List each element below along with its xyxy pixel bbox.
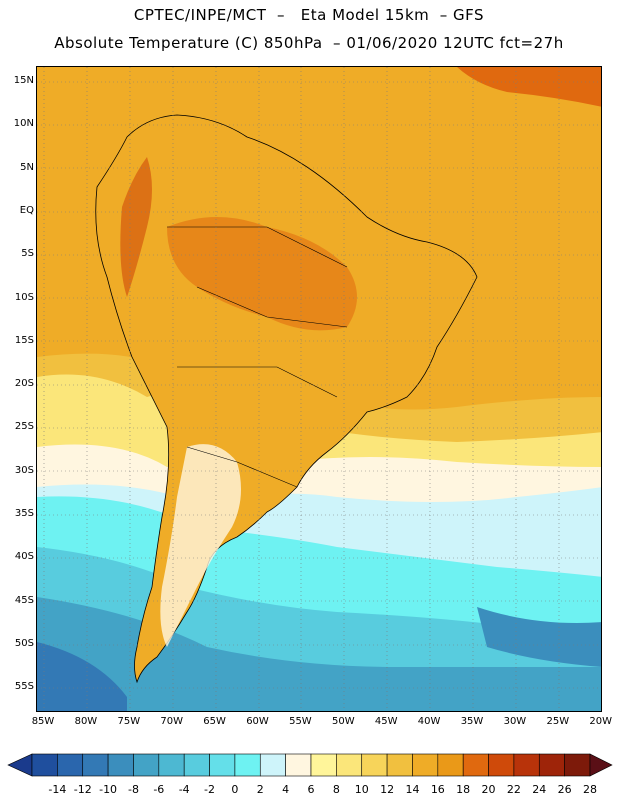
lat-tick-label: EQ — [19, 204, 34, 216]
lat-tick-label: 35S — [14, 508, 34, 519]
colorbar-tick-label: 24 — [532, 783, 547, 796]
lon-tick-label: 25W — [546, 716, 570, 727]
colorbar-tick-label: -12 — [73, 783, 92, 796]
lon-tick-label: 65W — [203, 716, 226, 727]
lon-tick-label: 55W — [289, 716, 312, 727]
patagonia-cool-region — [160, 444, 241, 647]
deep-blue-patch — [37, 642, 127, 711]
lat-tick-label: 45S — [14, 594, 34, 606]
colorbar-swatch — [386, 753, 413, 777]
colorbar-tick-label: 26 — [557, 783, 572, 796]
lon-tick-label: 50W — [331, 716, 355, 727]
lon-tick-label: 30W — [503, 716, 527, 727]
colorbar-swatch — [57, 753, 84, 777]
lon-tick-label: 80W — [74, 716, 98, 727]
temperature-map — [37, 67, 601, 711]
colorbar-swatch — [259, 753, 286, 777]
colorbar-swatch — [538, 753, 565, 777]
lat-tick-label: 20S — [14, 378, 34, 390]
colorbar-swatch — [183, 753, 210, 777]
lat-tick-label: 10S — [14, 291, 34, 303]
lon-tick-label: 20W — [589, 716, 612, 727]
colorbar-swatch — [209, 753, 236, 777]
lon-tick-label: 75W — [117, 716, 141, 727]
colorbar-tick-label: -8 — [127, 783, 139, 796]
colorbar-tick-label: 8 — [332, 783, 340, 796]
amazon-hot-region — [167, 217, 357, 331]
map-panel — [36, 66, 602, 712]
lat-tick-label: 15S — [14, 334, 34, 346]
lon-tick-label: 40W — [417, 716, 441, 727]
lon-tick-label: 35W — [460, 716, 484, 727]
colorbar-max-arrow — [589, 753, 613, 777]
colorbar-swatch — [462, 753, 489, 777]
mid-blue-band — [37, 597, 601, 711]
lon-tick-label: 45W — [374, 716, 398, 727]
colorbar-swatch — [488, 753, 515, 777]
colorbar-tick-label: 4 — [282, 783, 290, 796]
colorbar-tick-label: -14 — [48, 783, 67, 796]
lat-tick-label: 5S — [21, 248, 34, 260]
colorbar-swatch — [361, 753, 388, 777]
colorbar-tick-label: -4 — [178, 783, 190, 796]
colorbar-tick-label: 2 — [256, 783, 264, 796]
lat-tick-label: 25S — [14, 421, 34, 433]
colorbar-tick-label: 16 — [430, 783, 445, 796]
lat-tick-label: 30S — [14, 464, 34, 476]
colorbar-tick-label: 6 — [307, 783, 315, 796]
colorbar-swatch — [412, 753, 439, 777]
colorbar-swatch — [158, 753, 185, 777]
lat-tick-label: 50S — [14, 637, 34, 649]
deep-blue-patch-east — [477, 607, 601, 667]
colorbar-min-arrow — [7, 753, 33, 777]
andes-hot-ridge — [120, 157, 152, 297]
colorbar-swatch — [107, 753, 134, 777]
lon-tick-label: 70W — [160, 716, 183, 727]
colorbar-swatch — [31, 753, 58, 777]
lat-tick-label: 15N — [13, 75, 34, 86]
lon-tick-label: 85W — [31, 716, 55, 727]
colorbar — [7, 753, 613, 777]
colorbar-tick-label: 12 — [380, 783, 395, 796]
colorbar-swatch — [437, 753, 464, 777]
lat-tick-label: 10N — [13, 118, 34, 130]
colorbar-tick-label: 10 — [354, 783, 369, 796]
colorbar-tick-label: 20 — [481, 783, 496, 796]
colorbar-swatch — [513, 753, 540, 777]
colorbar-tick-label: -10 — [99, 783, 118, 796]
colorbar-tick-label: 28 — [583, 783, 597, 796]
colorbar-swatch — [82, 753, 109, 777]
colorbar-tick-label: 18 — [456, 783, 471, 796]
colorbar-swatch — [234, 753, 261, 777]
colorbar-swatch — [564, 753, 591, 777]
colorbar-tick-label: 14 — [405, 783, 420, 796]
northeast-hot-patch — [457, 67, 601, 107]
country-borders — [167, 226, 348, 488]
lon-tick-label: 60W — [246, 716, 269, 727]
lat-tick-label: 55S — [14, 681, 34, 693]
colorbar-swatch — [310, 753, 337, 777]
chart-title: CPTEC/INPE/MCT – Eta Model 15km – GFS — [133, 6, 485, 24]
colorbar-tick-label: 22 — [506, 783, 521, 796]
colorbar-swatch — [336, 753, 363, 777]
lat-tick-label: 40S — [14, 551, 34, 563]
lat-tick-label: 5N — [20, 161, 34, 173]
colorbar-tick-label: -6 — [153, 783, 165, 796]
colorbar-swatch — [285, 753, 312, 777]
colorbar-tick-label: 0 — [231, 783, 239, 796]
colorbar-swatch — [133, 753, 160, 777]
chart-subtitle: Absolute Temperature (C) 850hPa – 01/06/… — [54, 34, 564, 52]
colorbar-tick-label: -2 — [204, 783, 216, 796]
